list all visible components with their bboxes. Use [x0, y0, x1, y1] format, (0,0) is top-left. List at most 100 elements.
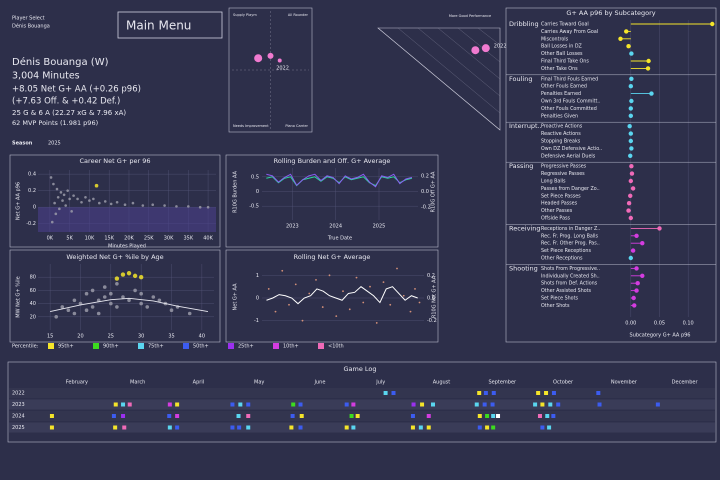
x-tick-label: 2024	[329, 224, 342, 230]
menu-label[interactable]: Main Menu	[126, 19, 191, 33]
y-tick-label: 0.2	[28, 188, 36, 194]
point	[98, 201, 101, 205]
game	[113, 402, 118, 407]
dot	[628, 153, 633, 158]
y-tick-label: 0.4	[28, 172, 36, 178]
point	[92, 197, 95, 201]
dot	[632, 303, 637, 308]
point	[206, 205, 210, 209]
game	[477, 414, 482, 418]
month-label: February	[66, 380, 88, 386]
game	[175, 425, 180, 430]
game	[544, 391, 549, 395]
row-band	[9, 422, 715, 433]
point	[294, 283, 297, 286]
month-label: October	[553, 380, 574, 386]
game	[483, 391, 488, 395]
point	[62, 193, 66, 197]
game	[238, 402, 243, 407]
game	[246, 402, 251, 407]
legend-swatch	[228, 343, 234, 349]
month-label: May	[254, 380, 264, 386]
year-label: 2024	[12, 414, 25, 420]
dot	[657, 226, 662, 231]
point	[369, 285, 371, 288]
dot	[630, 248, 636, 253]
point	[288, 303, 290, 306]
point	[102, 295, 107, 299]
legend-label: 90th+	[103, 344, 119, 350]
game	[490, 402, 495, 407]
age-panel	[9, 249, 221, 343]
y-tick-label: -1	[254, 318, 259, 324]
category-label: Regressive Passes	[541, 171, 585, 177]
game	[426, 414, 431, 418]
point	[321, 306, 324, 308]
category-label: Other Fouls Committed	[541, 106, 597, 112]
game	[536, 391, 541, 395]
x-axis-label: Minutes Played	[108, 244, 146, 250]
row-band	[9, 388, 715, 398]
point	[84, 291, 89, 296]
x-tick-label: 30K	[164, 236, 174, 242]
point	[151, 203, 155, 207]
dot	[618, 36, 623, 41]
season-value[interactable]: 2025	[48, 141, 61, 147]
point	[54, 212, 58, 216]
category-label: Set Piece Passes	[541, 193, 581, 199]
legend-swatch	[318, 343, 324, 349]
point	[109, 202, 113, 206]
x-tick-label: 0K	[47, 236, 54, 242]
dot	[629, 171, 635, 176]
category-label: Headed Passes	[541, 201, 578, 207]
game	[49, 414, 54, 418]
category-label: Rec. Fr. Other Prog. Pas..	[541, 241, 600, 247]
dot	[629, 98, 634, 104]
dot	[634, 288, 639, 293]
game	[596, 391, 601, 395]
x-tick-label: 40	[199, 334, 205, 340]
x-tick-label: 30	[138, 334, 144, 340]
point	[151, 295, 156, 299]
game	[298, 402, 303, 407]
y-tick-label: 60	[30, 288, 36, 294]
y-tick-label: 40	[30, 301, 36, 307]
point	[254, 54, 263, 63]
dot	[626, 201, 632, 206]
legend-label: 95th+	[58, 344, 74, 350]
menu-button[interactable]	[117, 11, 223, 39]
point	[55, 187, 59, 191]
point	[402, 294, 405, 297]
player-select-value[interactable]: Dénis Bouanga	[12, 23, 50, 30]
game	[230, 425, 235, 430]
point	[277, 58, 282, 63]
guide	[457, 27, 501, 63]
dot	[627, 124, 632, 129]
game	[113, 425, 118, 430]
panel-title: Rolling Burden and Off. G+ Average	[274, 157, 391, 165]
y2-axis-label: R10G Net G+ AA	[432, 275, 438, 318]
point	[342, 290, 344, 293]
game	[230, 402, 235, 407]
point	[409, 310, 412, 313]
year-label: 2022	[12, 391, 25, 397]
dot	[626, 44, 631, 49]
game	[290, 414, 295, 418]
x-tick-label: 10K	[85, 236, 95, 242]
game	[410, 425, 415, 430]
game	[418, 425, 423, 430]
category-label: Ball Losses in DZ	[541, 44, 583, 50]
category-label: Other Receptions	[541, 256, 583, 262]
category-label: Reactive Actions	[541, 131, 581, 137]
dot	[628, 106, 634, 111]
x-tick-label: 5K	[66, 236, 73, 242]
guide	[417, 27, 501, 97]
game	[121, 414, 126, 418]
game	[477, 425, 482, 430]
game	[383, 391, 388, 395]
game	[477, 391, 482, 395]
y-tick-label: 0.0	[421, 189, 429, 195]
subcategory-panel	[505, 7, 717, 343]
dot	[628, 138, 634, 144]
game	[597, 402, 602, 407]
